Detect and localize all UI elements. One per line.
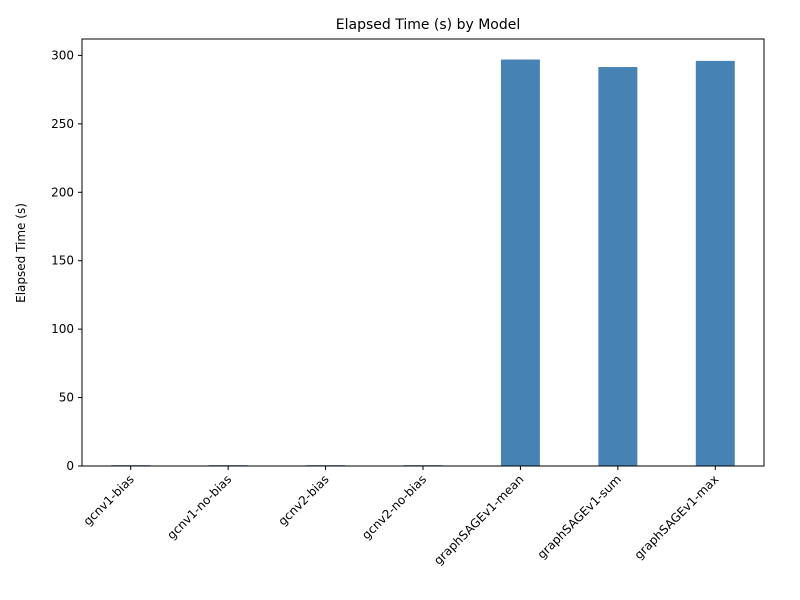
y-tick-label: 150	[51, 254, 74, 268]
chart-title: Elapsed Time (s) by Model	[336, 17, 520, 33]
y-tick-label: 100	[51, 322, 74, 336]
plot-frame	[81, 38, 765, 467]
y-axis-label: Elapsed Time (s)	[14, 203, 28, 303]
y-tick-label: 0	[66, 459, 74, 473]
bar-graphSAGEv1-mean	[500, 59, 540, 466]
bar-graphSAGEv1-sum	[598, 67, 638, 466]
bar-graphSAGEv1-max	[695, 60, 735, 467]
y-tick-label: 50	[59, 391, 74, 405]
y-tick-label: 300	[51, 48, 74, 62]
y-tick-label: 250	[51, 117, 74, 131]
y-tick-label: 200	[51, 185, 74, 199]
